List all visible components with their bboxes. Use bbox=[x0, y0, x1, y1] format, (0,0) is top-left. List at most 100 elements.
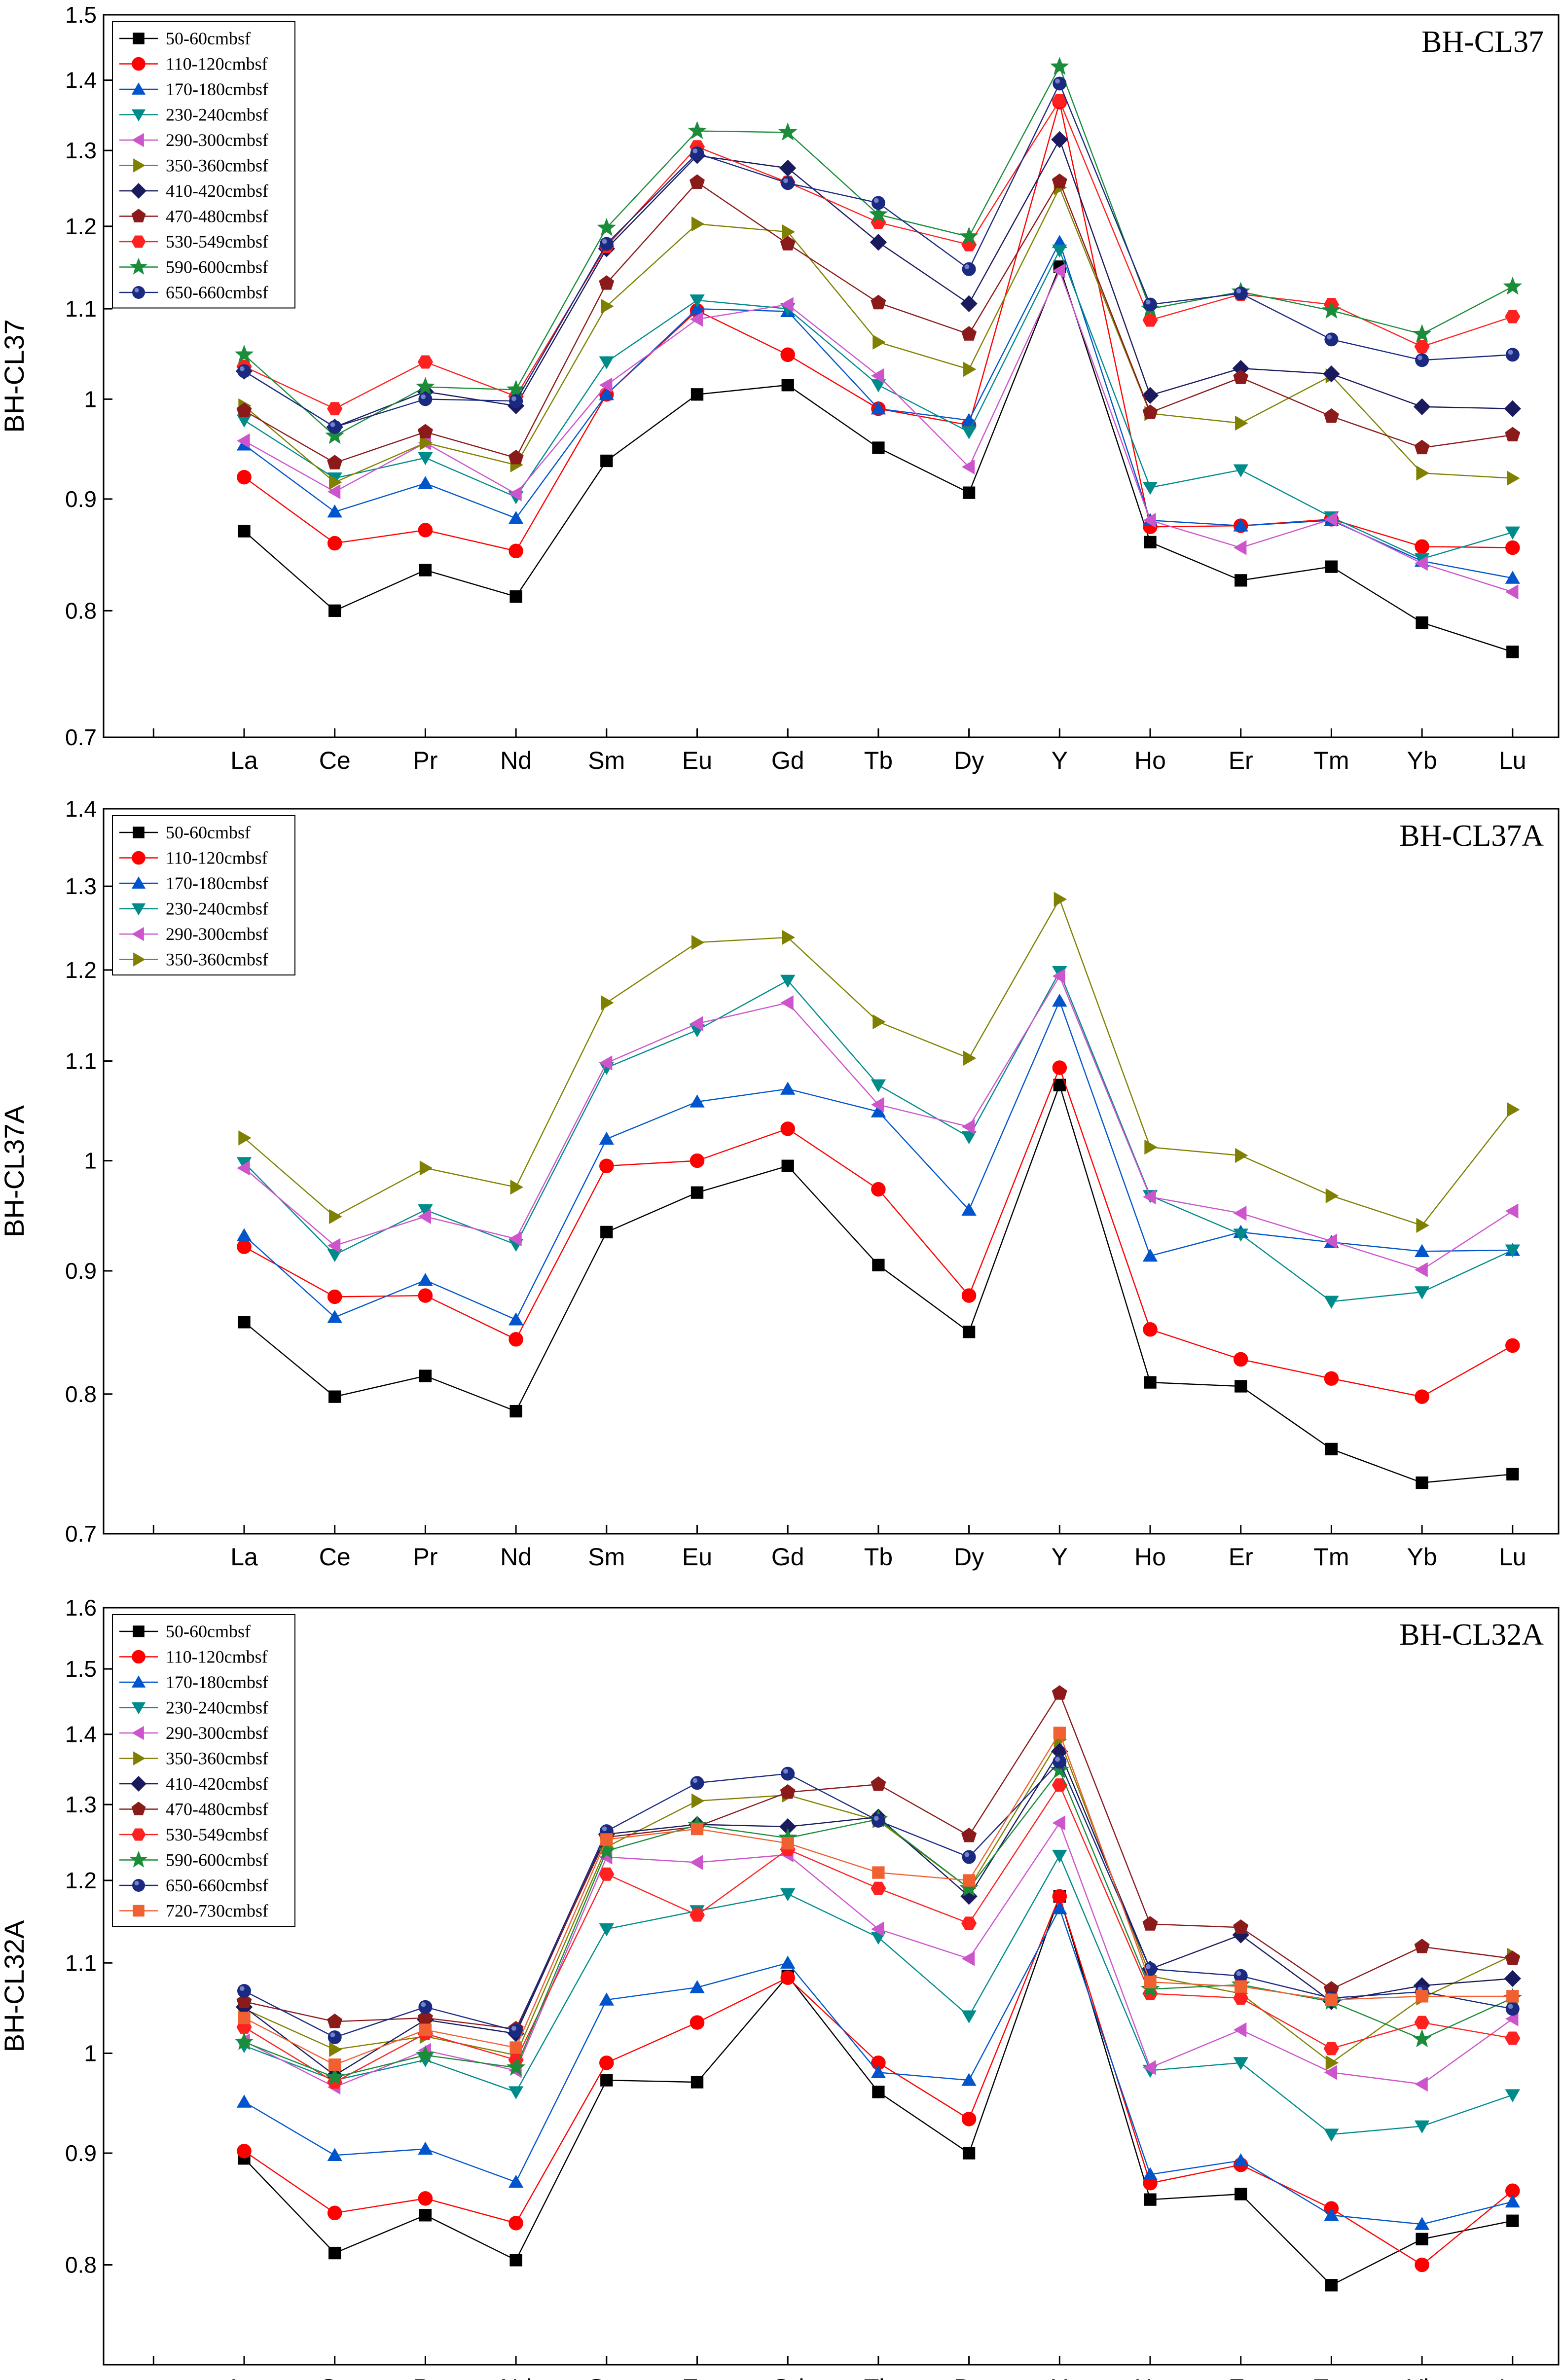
data-point bbox=[600, 1833, 613, 1846]
panel-3: 0.8 0.9 1 1.1 1.2 1.3 1.4 1.5 1.6 La Ce Pr Nd Sm Eu Gd T… bbox=[0, 1595, 1560, 2380]
data-point bbox=[1144, 1376, 1157, 1389]
legend-label: 650-660cmbsf bbox=[166, 1875, 268, 1895]
series-line bbox=[244, 99, 1513, 410]
data-point bbox=[1233, 2057, 1248, 2070]
data-point bbox=[1414, 340, 1430, 354]
data-point bbox=[1415, 2257, 1429, 2272]
data-point bbox=[418, 1209, 431, 1225]
data-point bbox=[691, 2076, 704, 2089]
data-point bbox=[1414, 2217, 1430, 2230]
x-tick-label: Lu bbox=[1499, 2374, 1527, 2380]
legend-label: 230-240cmbsf bbox=[166, 899, 268, 919]
legend-label: 50-60cmbsf bbox=[166, 823, 251, 842]
data-point bbox=[689, 1908, 705, 1922]
data-point bbox=[597, 1840, 617, 1859]
data-point bbox=[418, 452, 433, 466]
data-point bbox=[1325, 1188, 1339, 1204]
legend-label: 410-420cmbsf bbox=[166, 1774, 268, 1794]
data-point bbox=[780, 1121, 795, 1136]
data-point bbox=[690, 1776, 704, 1790]
data-point bbox=[419, 2209, 432, 2222]
data-point bbox=[871, 2065, 886, 2078]
series-50-60cmbsf bbox=[238, 1890, 1519, 2292]
data-point-highlight bbox=[1145, 1964, 1151, 1969]
series-470-480cmbsf bbox=[236, 173, 1521, 469]
data-point-highlight bbox=[421, 2002, 426, 2007]
data-point bbox=[1050, 1760, 1069, 1778]
data-point bbox=[327, 1289, 342, 1304]
y-tick-label: 1.2 bbox=[65, 214, 97, 239]
data-point bbox=[600, 454, 613, 468]
data-point bbox=[780, 974, 796, 988]
data-point bbox=[961, 1827, 977, 1842]
data-point bbox=[780, 347, 795, 362]
data-point bbox=[1324, 2207, 1339, 2221]
data-point bbox=[1143, 1189, 1156, 1205]
data-point bbox=[961, 326, 977, 341]
data-point bbox=[1415, 539, 1429, 554]
y-axis-title: BH-CL37 bbox=[0, 319, 30, 433]
legend-marker bbox=[132, 133, 144, 147]
legend-marker bbox=[131, 1776, 146, 1792]
y-tick-label: 1.4 bbox=[65, 68, 97, 93]
data-point-highlight bbox=[783, 178, 788, 183]
panel-title: BH-CL37A bbox=[1399, 819, 1544, 853]
data-point bbox=[872, 2086, 885, 2098]
data-point bbox=[237, 1160, 250, 1176]
y-tick-label: 0.9 bbox=[65, 2140, 97, 2166]
data-point bbox=[419, 564, 432, 577]
data-point bbox=[1505, 540, 1520, 555]
data-point bbox=[872, 1259, 885, 1271]
data-point bbox=[1504, 400, 1521, 417]
data-point bbox=[1233, 464, 1248, 477]
data-point bbox=[1414, 1286, 1430, 1299]
data-point bbox=[1324, 511, 1338, 527]
data-point bbox=[962, 486, 976, 499]
data-point bbox=[1507, 1102, 1520, 1118]
data-point bbox=[1324, 1371, 1339, 1386]
data-point bbox=[1505, 2031, 1521, 2045]
x-tick-label: Er bbox=[1229, 1543, 1253, 1571]
data-point bbox=[1144, 1976, 1157, 1988]
legend-label: 590-600cmbsf bbox=[166, 1850, 268, 1870]
legend-marker bbox=[133, 158, 145, 173]
data-point-highlight bbox=[511, 2026, 516, 2031]
data-point bbox=[508, 2174, 524, 2188]
legend-label: 50-60cmbsf bbox=[166, 29, 251, 48]
data-point bbox=[1052, 1685, 1067, 1700]
data-point bbox=[1505, 427, 1521, 442]
x-tick-label: La bbox=[230, 747, 258, 774]
data-point bbox=[871, 1097, 884, 1113]
data-point bbox=[418, 1273, 433, 1286]
data-point bbox=[1052, 993, 1067, 1007]
data-point bbox=[238, 1130, 252, 1146]
data-point bbox=[601, 298, 614, 314]
data-point bbox=[1505, 571, 1520, 584]
data-point bbox=[325, 426, 345, 444]
data-point bbox=[781, 1159, 794, 1172]
legend-marker bbox=[131, 109, 146, 122]
data-point bbox=[1233, 2153, 1248, 2166]
panel-2: 0.7 0.8 0.9 1 1.1 1.2 1.3 1.4 La Ce Pr Nd Sm Eu Gd Tb Dy… bbox=[0, 796, 1560, 1571]
data-point bbox=[961, 1119, 975, 1135]
data-point bbox=[1144, 2193, 1157, 2206]
data-point bbox=[1142, 2167, 1158, 2180]
series-530-549cmbsf bbox=[236, 94, 1521, 416]
data-point bbox=[599, 1158, 614, 1173]
data-point bbox=[961, 413, 977, 426]
data-point bbox=[1051, 131, 1068, 148]
data-point bbox=[509, 2254, 522, 2267]
series-50-60cmbsf bbox=[238, 1079, 1519, 1489]
data-point bbox=[1233, 540, 1247, 555]
data-point-highlight bbox=[511, 396, 516, 401]
data-point bbox=[1144, 1139, 1158, 1155]
data-point bbox=[1416, 1218, 1429, 1233]
data-point bbox=[1506, 1468, 1519, 1480]
data-point bbox=[1233, 369, 1249, 384]
data-point bbox=[782, 224, 796, 240]
data-point bbox=[418, 2191, 433, 2206]
data-point bbox=[1234, 286, 1248, 300]
legend-marker-highlight bbox=[134, 1880, 139, 1885]
legend-marker bbox=[133, 827, 145, 838]
legend-label: 470-480cmbsf bbox=[166, 207, 268, 226]
